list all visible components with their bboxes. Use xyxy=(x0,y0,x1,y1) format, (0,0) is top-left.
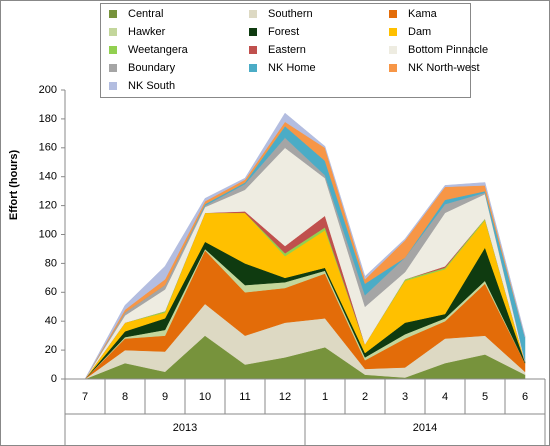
x-tick-label: 11 xyxy=(239,391,250,403)
legend-label: Weetangera xyxy=(128,44,189,56)
legend-label: Hawker xyxy=(128,26,166,38)
legend-swatch xyxy=(249,46,257,54)
y-tick-label: 0 xyxy=(51,373,57,385)
legend-swatch xyxy=(109,28,117,36)
legend-swatch xyxy=(389,10,397,18)
x-group-label: 2013 xyxy=(173,422,197,434)
y-tick-label: 80 xyxy=(45,257,57,269)
x-tick-label: 8 xyxy=(122,391,128,403)
legend-label: NK Home xyxy=(268,62,316,74)
x-group-label: 2014 xyxy=(413,422,437,434)
x-tick-label: 3 xyxy=(402,391,408,403)
legend-box xyxy=(100,3,471,98)
legend-swatch xyxy=(109,82,117,90)
legend-swatch xyxy=(389,64,397,72)
y-tick-label: 180 xyxy=(39,113,57,125)
legend-swatch xyxy=(389,28,397,36)
legend-swatch xyxy=(109,10,117,18)
x-tick-label: 2 xyxy=(362,391,368,403)
y-tick-label: 60 xyxy=(45,286,57,298)
y-tick-label: 100 xyxy=(39,228,57,240)
legend-label: Forest xyxy=(268,26,299,38)
x-tick-label: 12 xyxy=(279,391,291,403)
y-tick-label: 200 xyxy=(39,84,57,96)
legend-label: Eastern xyxy=(268,44,306,56)
y-tick-label: 40 xyxy=(45,315,57,327)
legend-label: Southern xyxy=(268,8,313,20)
legend-swatch xyxy=(109,46,117,54)
area xyxy=(84,112,526,380)
legend-label: Bottom Pinnacle xyxy=(408,44,488,56)
x-tick-label: 10 xyxy=(199,391,211,403)
x-tick-label: 6 xyxy=(522,391,528,403)
legend-swatch xyxy=(109,64,117,72)
x-tick-label: 1 xyxy=(322,391,328,403)
x-tick-label: 9 xyxy=(162,391,168,403)
x-tick-label: 5 xyxy=(482,391,488,403)
y-tick-label: 140 xyxy=(39,171,57,183)
y-tick-label: 20 xyxy=(45,344,57,356)
legend-swatch xyxy=(249,10,257,18)
y-tick-label: 120 xyxy=(39,200,57,212)
legend-label: Dam xyxy=(408,26,431,38)
legend-swatch xyxy=(249,28,257,36)
legend-label: Central xyxy=(128,8,163,20)
legend-label: NK North-west xyxy=(408,62,480,74)
legend-swatch xyxy=(249,64,257,72)
y-tick-label: 160 xyxy=(39,142,57,154)
y-axis-label: Effort (hours) xyxy=(8,150,20,221)
legend-label: NK South xyxy=(128,80,175,92)
legend-label: Kama xyxy=(408,8,438,20)
x-tick-label: 7 xyxy=(82,391,88,403)
legend-label: Boundary xyxy=(128,62,176,74)
legend-swatch xyxy=(389,46,397,54)
x-tick-label: 4 xyxy=(442,391,448,403)
